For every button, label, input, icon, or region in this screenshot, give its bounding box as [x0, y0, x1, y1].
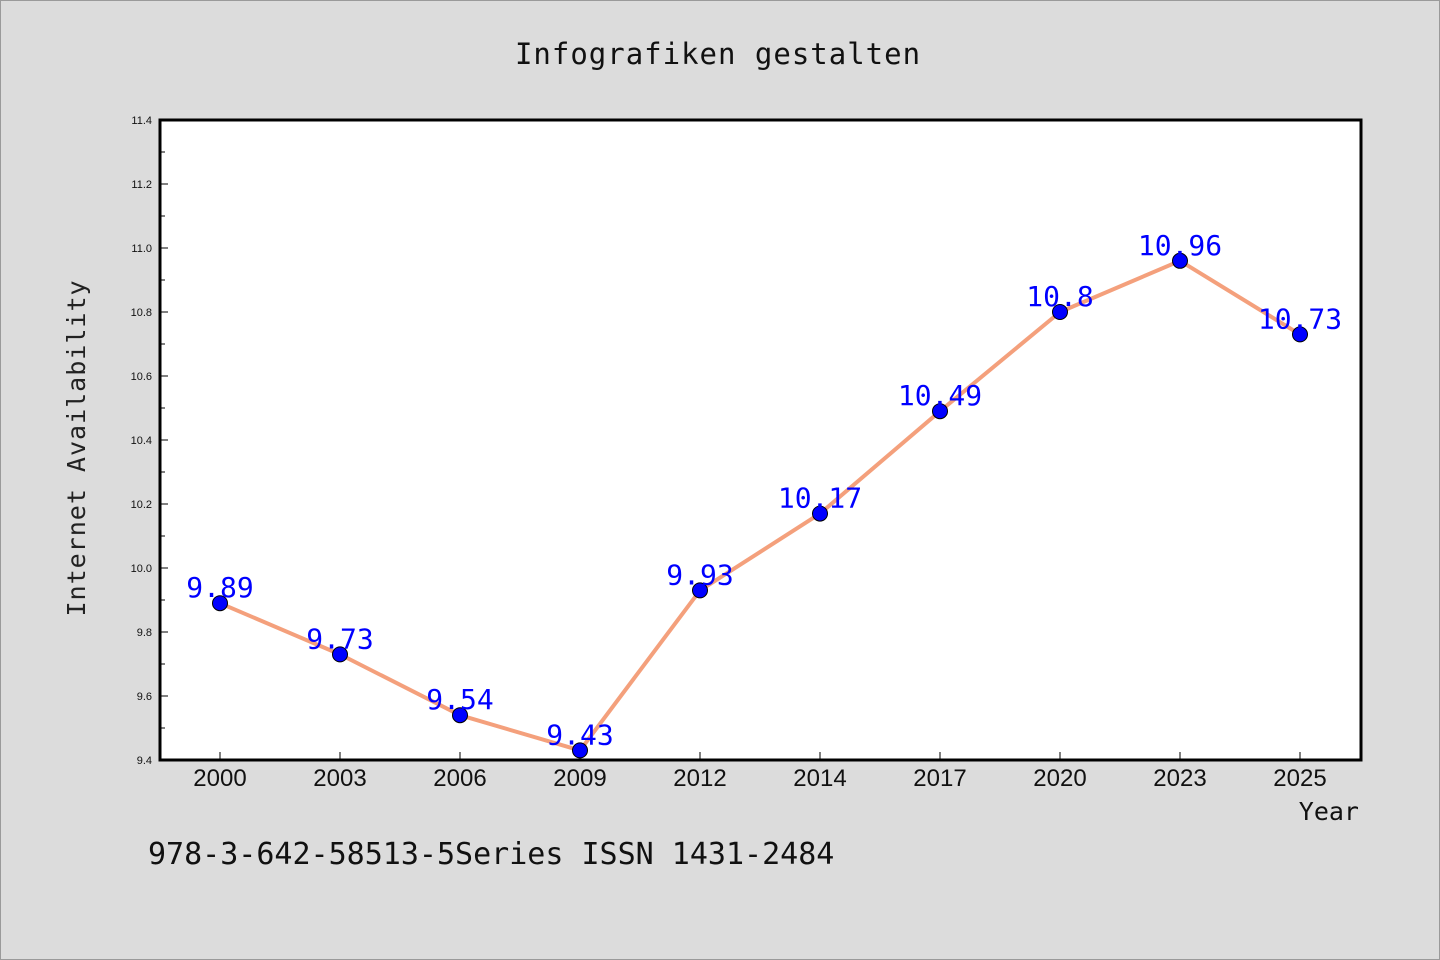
data-point [692, 582, 708, 599]
y-axis: 9.4 9.6 9.8 10.0 10.2 10.4 10.6 10.8 11.0 11.2 11.… [131, 115, 168, 767]
data-point [212, 595, 228, 612]
x-tick-label: 2003 [313, 765, 366, 792]
chart-title: Infografiken gestalten [515, 37, 921, 71]
data-label: 10.8 [1026, 280, 1093, 313]
y-tick-label: 10.0 [131, 563, 152, 575]
x-axis-label: Year [1299, 797, 1359, 826]
data-label: 10.49 [898, 379, 982, 412]
data-point [1172, 252, 1188, 269]
y-tick-label: 10.2 [131, 499, 152, 511]
y-tick-label: 9.8 [137, 627, 152, 639]
series-line [218, 258, 1302, 753]
y-tick-label: 11.2 [131, 179, 152, 191]
data-label: 10.96 [1138, 229, 1222, 262]
plot-area [158, 118, 1363, 762]
y-tick-label: 11.4 [131, 115, 152, 127]
data-point [1052, 304, 1068, 320]
y-tick-label: 10.4 [131, 435, 152, 447]
x-tick-label: 2025 [1273, 765, 1326, 792]
data-point [932, 403, 948, 420]
data-label: 9.89 [186, 571, 253, 604]
x-tick-label: 2020 [1033, 765, 1086, 792]
data-label: 9.54 [426, 683, 493, 716]
y-tick-label: 11.0 [131, 243, 152, 255]
y-axis-label: Internet Availability [62, 279, 91, 616]
data-label: 9.73 [306, 622, 373, 655]
x-tick-label: 2000 [193, 765, 246, 792]
y-tick-label: 9.6 [137, 691, 152, 703]
series-group [212, 252, 1308, 759]
data-point [1292, 326, 1308, 343]
data-labels-group: 9.89 9.73 9.54 9.43 9.93 10.17 10.49 10.8 10.96 1… [186, 229, 1342, 752]
y-tick-label: 10.6 [131, 371, 152, 383]
x-tick-label: 2014 [793, 765, 846, 792]
x-axis: 2000 2003 2006 2009 2012 2014 2017 2020 2023 2025 [193, 752, 1327, 792]
y-tick-label: 9.4 [137, 755, 152, 767]
x-tick-label: 2006 [433, 765, 486, 792]
footer-text: 978-3-642-58513-5Series ISSN 1431-2484 [148, 837, 834, 872]
data-point [452, 707, 468, 724]
data-label: 9.93 [666, 558, 733, 591]
x-tick-label: 2009 [553, 765, 606, 792]
data-label: 10.73 [1258, 302, 1342, 335]
data-point [572, 742, 588, 759]
x-tick-label: 2017 [913, 765, 966, 792]
data-point [332, 646, 348, 663]
data-label: 10.17 [778, 482, 862, 515]
x-tick-label: 2023 [1153, 765, 1206, 792]
y-tick-label: 10.8 [131, 307, 152, 319]
x-tick-label: 2012 [673, 765, 726, 792]
data-point [812, 505, 828, 522]
data-label: 9.43 [546, 718, 613, 751]
